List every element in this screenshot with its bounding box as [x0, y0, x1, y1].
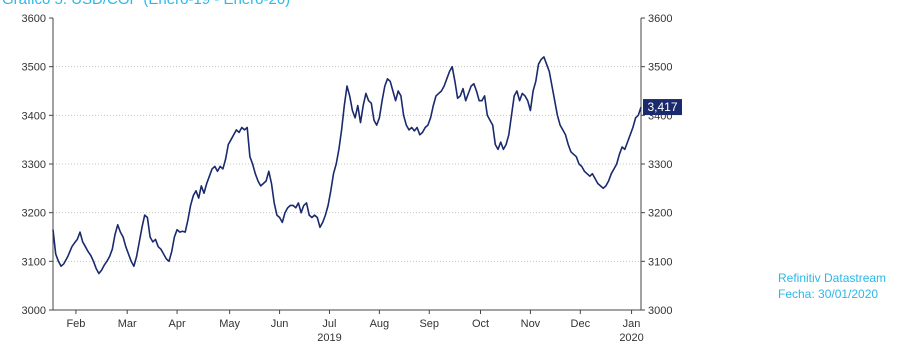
y-tick-label-left: 3100: [22, 256, 46, 268]
x-year-label: 2020: [619, 332, 643, 344]
y-tick-label-right: 3200: [648, 208, 672, 220]
y-tick-label-left: 3200: [22, 208, 46, 220]
date-line: Fecha: 30/01/2020: [778, 287, 879, 301]
y-tick-label-right: 3600: [648, 13, 672, 25]
chart-title: Gráfico 5. USD/COP (Enero-19 - Enero-20): [2, 0, 290, 8]
x-tick-label: Jul: [322, 318, 336, 330]
source-note: Refinitiv Datastream Fecha: 30/01/2020: [778, 270, 886, 302]
x-tick-label: Sep: [419, 318, 439, 330]
x-tick-label: Nov: [521, 318, 541, 330]
last-value-label: 3,417: [647, 100, 677, 114]
y-tick-label-right: 3500: [648, 62, 672, 74]
x-tick-label: Mar: [118, 318, 137, 330]
y-tick-label-right: 3000: [648, 305, 672, 317]
series-line-usd-cop: [52, 56, 642, 275]
last-value-marker: 3,417: [643, 99, 682, 116]
grid-lines: [53, 66, 641, 262]
x-axis-ticks: Feb Mar Apr May Jun Jul Aug Sep Oct Nov Dec Jan 2019…: [66, 310, 644, 344]
x-tick-label: Jun: [271, 318, 289, 330]
y-tick-label-left: 3000: [22, 305, 46, 317]
x-tick-label: Jan: [623, 318, 641, 330]
y-tick-label-left: 3300: [22, 159, 46, 171]
x-tick-label: May: [219, 318, 240, 330]
x-tick-label: Aug: [370, 318, 390, 330]
x-year-label: 2019: [317, 332, 341, 344]
y-tick-label-right: 3100: [648, 256, 672, 268]
y-tick-label-left: 3400: [22, 110, 46, 122]
x-tick-label: Feb: [66, 318, 85, 330]
y-tick-label-right: 3300: [648, 159, 672, 171]
x-tick-label: Dec: [571, 318, 591, 330]
x-tick-label: Apr: [169, 318, 186, 330]
y-tick-label-left: 3500: [22, 62, 46, 74]
series-group: [52, 56, 642, 275]
source-line: Refinitiv Datastream: [778, 271, 887, 285]
y-tick-label-left: 3600: [22, 13, 46, 25]
x-tick-label: Oct: [472, 318, 489, 330]
last-value-box: [643, 99, 682, 116]
